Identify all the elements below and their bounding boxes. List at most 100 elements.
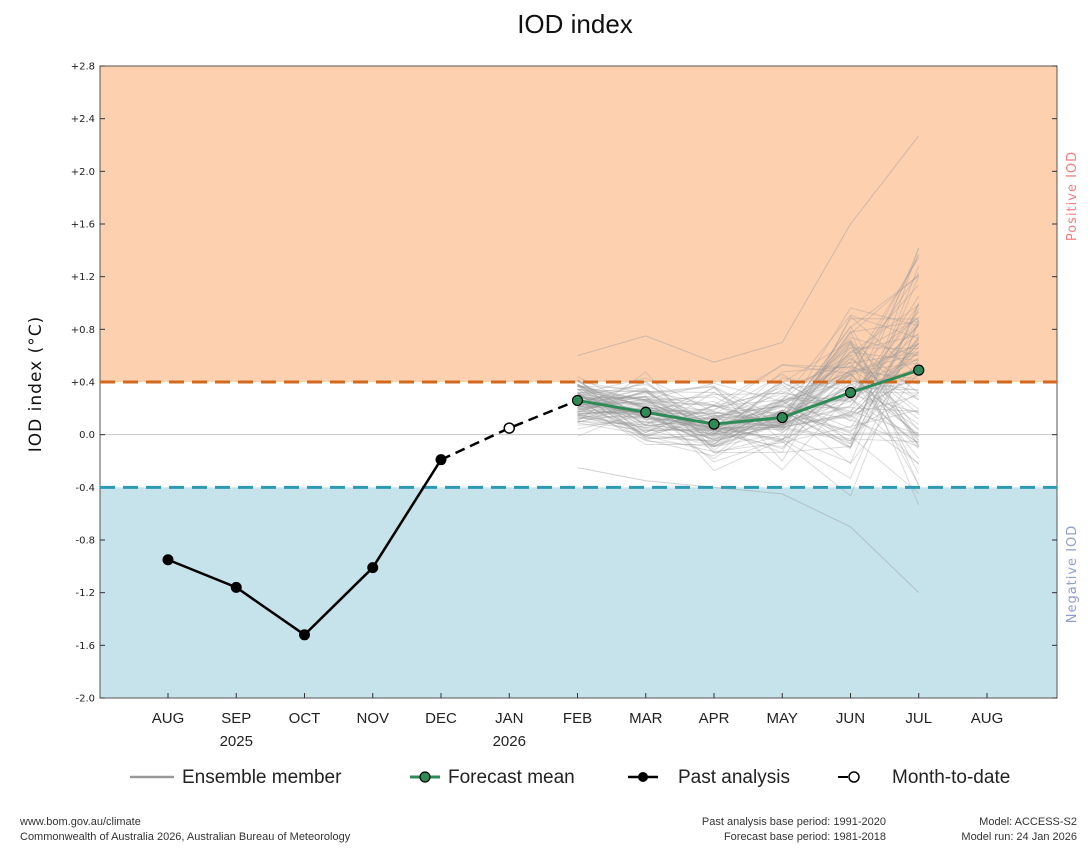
ensemble-member-line bbox=[577, 395, 919, 441]
ensemble-member-line bbox=[577, 365, 919, 422]
legend-forecast-label: Forecast mean bbox=[448, 767, 575, 788]
ensemble-member-line bbox=[577, 337, 919, 440]
x-tick-label: AUG bbox=[152, 710, 185, 727]
ensemble-member-line bbox=[577, 389, 919, 426]
ensemble-member-line bbox=[577, 397, 920, 465]
x-tick-label: MAR bbox=[629, 710, 663, 727]
ensemble-member-line bbox=[577, 370, 919, 447]
y-tick-label: -1.2 bbox=[75, 588, 95, 599]
ensemble-member-line bbox=[577, 320, 919, 426]
ensemble-member-line bbox=[577, 362, 919, 409]
ensemble-member-line bbox=[577, 343, 919, 439]
ensemble-member-line bbox=[577, 257, 920, 448]
ensemble-member-line bbox=[577, 346, 920, 436]
legend-mtd-label: Month-to-date bbox=[892, 767, 1010, 788]
ensemble-member-line bbox=[577, 351, 919, 440]
ensemble-member-line bbox=[577, 346, 920, 452]
positive-iod-region bbox=[100, 66, 1057, 382]
ensemble-member-line bbox=[577, 314, 919, 411]
model-run-date: Model run: 24 Jan 2026 bbox=[961, 831, 1077, 843]
chart-title: IOD index bbox=[517, 9, 633, 39]
ensemble-member-line bbox=[577, 302, 920, 464]
ensemble-member-line bbox=[577, 394, 919, 429]
x-tick-label: NOV bbox=[356, 710, 389, 727]
x-tick-label: MAY bbox=[767, 710, 798, 727]
ensemble-member-line bbox=[577, 340, 920, 506]
ensemble-member-line bbox=[577, 342, 920, 475]
ensemble-member-line bbox=[577, 343, 920, 426]
ensemble-member-line bbox=[577, 394, 919, 437]
ensemble-member-line bbox=[577, 317, 919, 420]
ensemble-member-line bbox=[577, 352, 920, 431]
past-analysis-point bbox=[230, 581, 242, 593]
month-to-date-point bbox=[503, 422, 515, 434]
ensemble-member-line bbox=[577, 253, 920, 432]
ensemble-member-line bbox=[577, 364, 920, 437]
ensemble-member-line bbox=[577, 275, 920, 457]
ensemble-member-line bbox=[577, 340, 920, 440]
ensemble-member-line bbox=[577, 347, 919, 429]
ensemble-member-line bbox=[577, 319, 920, 430]
positive-iod-label: Positive IOD bbox=[1065, 151, 1080, 241]
month-to-date-connector bbox=[440, 399, 578, 461]
past-analysis-point bbox=[367, 562, 379, 574]
ensemble-member-line bbox=[577, 332, 920, 471]
ensemble-member-line bbox=[577, 378, 919, 442]
past-analysis-point bbox=[162, 554, 174, 566]
legend-ensemble-label: Ensemble member bbox=[182, 767, 342, 788]
y-tick-label: 0.0 bbox=[79, 430, 95, 441]
ensemble-member-line bbox=[577, 358, 919, 434]
x-tick-label: JAN bbox=[495, 710, 523, 727]
ensemble-member-line bbox=[577, 379, 919, 460]
ensemble-member-line bbox=[577, 388, 920, 445]
ensemble-member-line bbox=[577, 255, 920, 450]
ensemble-member-line bbox=[577, 351, 919, 445]
legend-past-marker bbox=[638, 772, 648, 782]
ensemble-member-line bbox=[577, 382, 920, 449]
forecast-mean-point bbox=[913, 364, 925, 376]
forecast-mean-point bbox=[776, 411, 788, 424]
ensemble-member-line bbox=[577, 350, 920, 423]
y-tick-label: +1.2 bbox=[71, 272, 95, 283]
forecast-mean-point bbox=[844, 386, 857, 399]
y-tick-label: -2.0 bbox=[75, 694, 95, 705]
y-tick-label: +2.8 bbox=[71, 62, 95, 73]
x-tick-label: JUN bbox=[836, 710, 865, 727]
ensemble-member-line bbox=[577, 374, 919, 434]
legend: Ensemble member Forecast mean Past analysi… bbox=[130, 767, 1010, 788]
ensemble-member-line bbox=[577, 400, 919, 448]
forecast-mean-point bbox=[571, 394, 584, 407]
ensemble-member-line bbox=[577, 325, 920, 447]
x-tick-label: FEB bbox=[563, 710, 592, 727]
y-axis-label: IOD index (°C) bbox=[26, 316, 46, 452]
plot-area: +2.8 +2.4 +2.0 +1.6 +1.2 +0.8 +0.4 0.0 -0.4 -0.8 -… bbox=[71, 62, 1080, 751]
ensemble-member-line bbox=[577, 339, 920, 449]
ensemble-member-line bbox=[577, 272, 920, 432]
x-tick-label: SEP bbox=[221, 710, 251, 727]
ensemble-member-line bbox=[577, 342, 920, 428]
negative-iod-label: Negative IOD bbox=[1065, 525, 1080, 624]
past-analysis-point bbox=[435, 454, 447, 466]
ensemble-member-line bbox=[577, 325, 920, 443]
ensemble-member-line bbox=[577, 308, 920, 453]
x-year-label: 2025 bbox=[220, 733, 253, 750]
ensemble-member-line bbox=[577, 391, 920, 444]
ensemble-member-line bbox=[577, 353, 919, 447]
ensemble-member-line bbox=[577, 371, 920, 424]
legend-past-label: Past analysis bbox=[678, 767, 790, 788]
ensemble-member-line bbox=[577, 357, 920, 448]
ensemble-member-line bbox=[577, 337, 920, 434]
y-tick-label: +0.8 bbox=[71, 325, 95, 336]
ensemble-member-line bbox=[577, 322, 920, 479]
ensemble-member-line bbox=[577, 275, 920, 421]
ensemble-member-line bbox=[577, 304, 920, 448]
y-tick-label: +2.4 bbox=[71, 114, 95, 125]
x-tick-label: AUG bbox=[971, 710, 1004, 727]
x-tick-label: OCT bbox=[289, 710, 321, 727]
ensemble-member-line bbox=[577, 366, 919, 430]
ensemble-member-line bbox=[577, 330, 920, 486]
x-tick-label: APR bbox=[699, 710, 730, 727]
negative-iod-region bbox=[100, 487, 1057, 698]
model-name: Model: ACCESS-S2 bbox=[979, 816, 1077, 828]
